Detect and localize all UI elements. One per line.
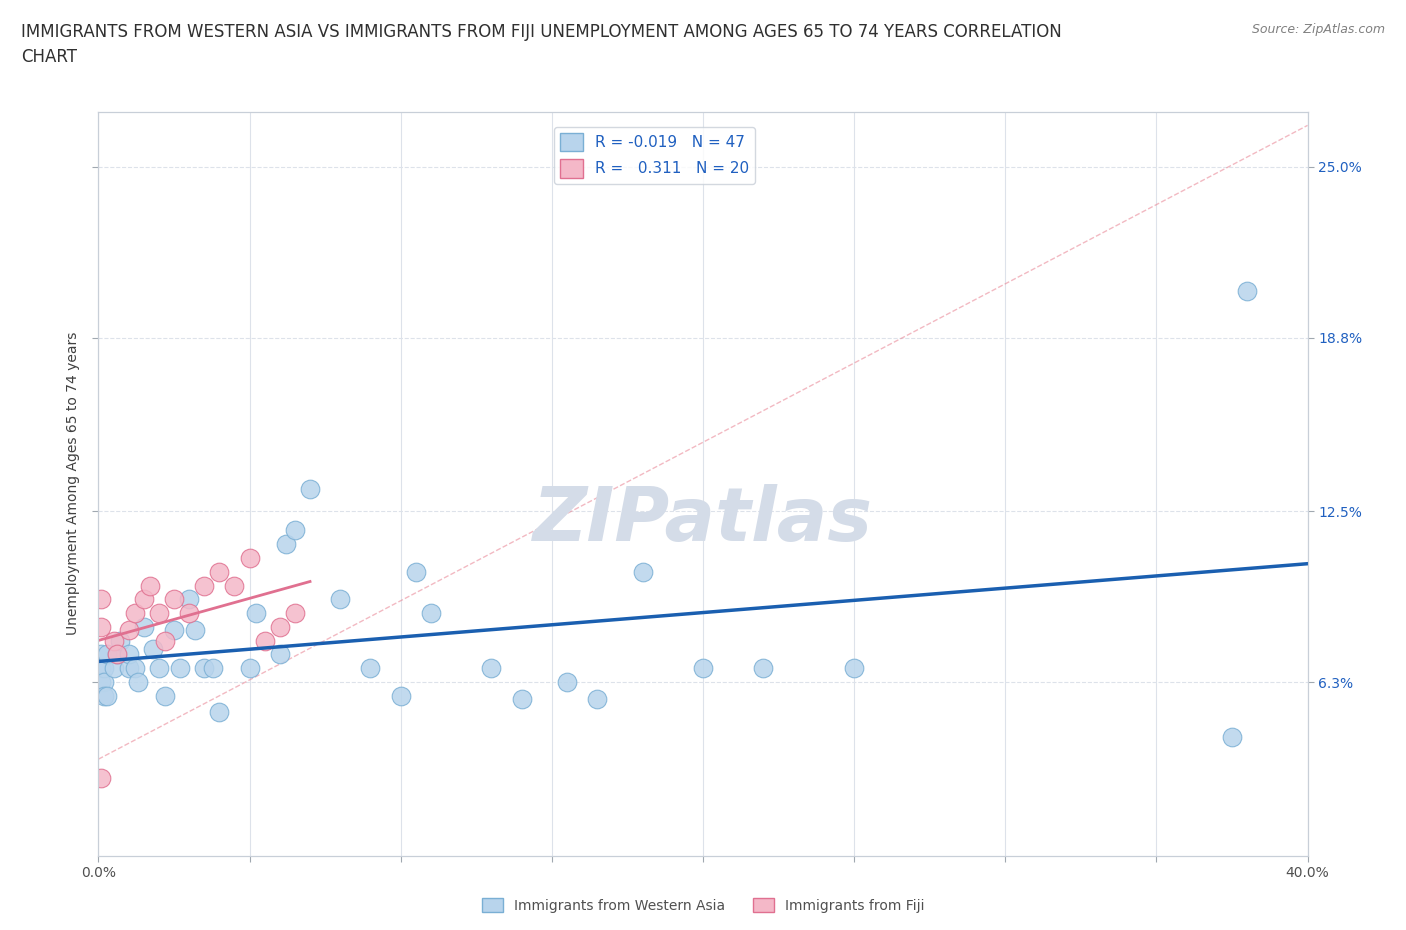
Point [96,647,118,662]
Point [118,622,141,637]
Point [103,633,125,648]
Point [90,674,112,689]
Point [90,771,112,786]
Point [284,605,307,620]
Point [284,523,307,538]
Point [481,661,503,676]
Point [105,647,128,662]
Text: Source: ZipAtlas.com: Source: ZipAtlas.com [1251,23,1385,36]
Text: IMMIGRANTS FROM WESTERN ASIA VS IMMIGRANTS FROM FIJI UNEMPLOYMENT AMONG AGES 65 : IMMIGRANTS FROM WESTERN ASIA VS IMMIGRAN… [21,23,1062,66]
Point [93,688,115,703]
Point [269,647,291,662]
Point [169,661,191,676]
Point [692,661,714,676]
Point [132,591,155,606]
Point [118,661,141,676]
Point [90,647,112,662]
Point [93,674,115,689]
Point [90,591,112,606]
Point [224,578,246,593]
Point [193,578,215,593]
Y-axis label: Unemployment Among Ages 65 to 74 years: Unemployment Among Ages 65 to 74 years [66,332,80,635]
Point [103,661,125,676]
Legend: R = -0.019   N = 47, R =   0.311   N = 20: R = -0.019 N = 47, R = 0.311 N = 20 [554,126,755,184]
Point [163,591,186,606]
Point [184,622,207,637]
Point [202,661,225,676]
Text: ZIPatlas: ZIPatlas [533,485,873,557]
Point [148,605,170,620]
Point [274,537,297,551]
Point [844,661,866,676]
Point [90,661,112,676]
Point [631,565,654,579]
Point [752,661,775,676]
Point [124,605,146,620]
Point [1236,284,1258,299]
Legend: Immigrants from Western Asia, Immigrants from Fiji: Immigrants from Western Asia, Immigrants… [477,893,929,919]
Point [108,633,131,648]
Point [163,622,186,637]
Point [127,674,149,689]
Point [93,661,115,676]
Point [139,578,162,593]
Point [208,705,231,720]
Point [555,674,578,689]
Point [269,619,291,634]
Point [179,605,201,620]
Point [208,565,231,579]
Point [193,661,215,676]
Point [299,482,322,497]
Point [132,619,155,634]
Point [253,633,276,648]
Point [90,619,112,634]
Point [360,661,382,676]
Point [510,691,533,706]
Point [96,688,118,703]
Point [245,605,267,620]
Point [124,661,146,676]
Point [142,642,165,657]
Point [105,647,128,662]
Point [148,661,170,676]
Point [405,565,427,579]
Point [153,633,176,648]
Point [153,688,176,703]
Point [239,551,262,565]
Point [329,591,352,606]
Point [118,647,141,662]
Point [586,691,609,706]
Point [420,605,443,620]
Point [1220,730,1243,745]
Point [179,591,201,606]
Point [389,688,412,703]
Point [239,661,262,676]
